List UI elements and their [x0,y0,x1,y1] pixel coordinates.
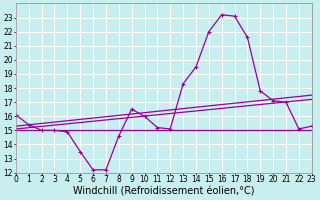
X-axis label: Windchill (Refroidissement éolien,°C): Windchill (Refroidissement éolien,°C) [73,187,254,197]
